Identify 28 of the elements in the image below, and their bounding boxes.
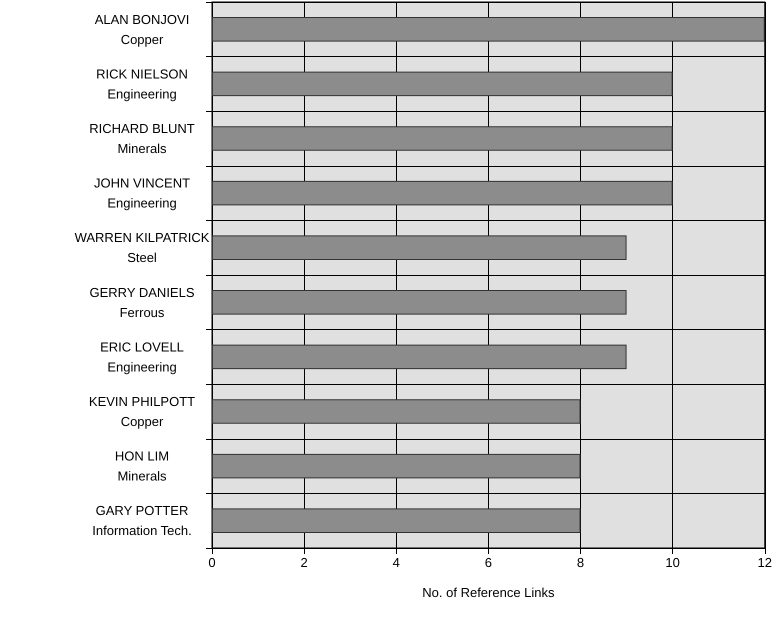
y-tick-label: HON LIM Minerals (114, 448, 170, 484)
x-axis-title: No. of Reference Links (422, 585, 555, 600)
x-tick-label: 8 (576, 555, 584, 570)
bar (212, 17, 765, 42)
x-tick-label: 2 (300, 555, 308, 570)
y-tick-label: RICK NIELSON Engineering (96, 66, 188, 102)
bar (212, 399, 581, 424)
bar (212, 126, 673, 151)
bar (212, 454, 581, 478)
x-tick-label: 4 (392, 555, 400, 570)
y-tick-label: RICHARD BLUNT Minerals (89, 121, 195, 156)
y-tick-label: ERIC LOVELL Engineering (100, 339, 184, 374)
y-tick-label: WARREN KILPATRICK Steel (74, 230, 210, 266)
y-tick-label: GARY POTTER Information Tech. (92, 503, 192, 538)
x-tick-label: 12 (758, 555, 772, 570)
y-tick-label: GERRY DANIELS Ferrous (89, 284, 195, 320)
bar (212, 344, 627, 370)
x-tick-label: 10 (665, 555, 680, 570)
y-tick-label: ALAN BONJOVI Copper (94, 12, 190, 47)
y-tick-label: JOHN VINCENT Engineering (94, 176, 190, 211)
bar (212, 290, 627, 315)
x-tick-label: 6 (484, 555, 492, 570)
y-tick-label: KEVIN PHILPOTT Copper (88, 394, 196, 429)
bar (212, 508, 581, 533)
x-tick-label: 0 (208, 555, 216, 570)
bar (212, 72, 673, 96)
bar (212, 180, 673, 206)
bar (212, 235, 627, 260)
